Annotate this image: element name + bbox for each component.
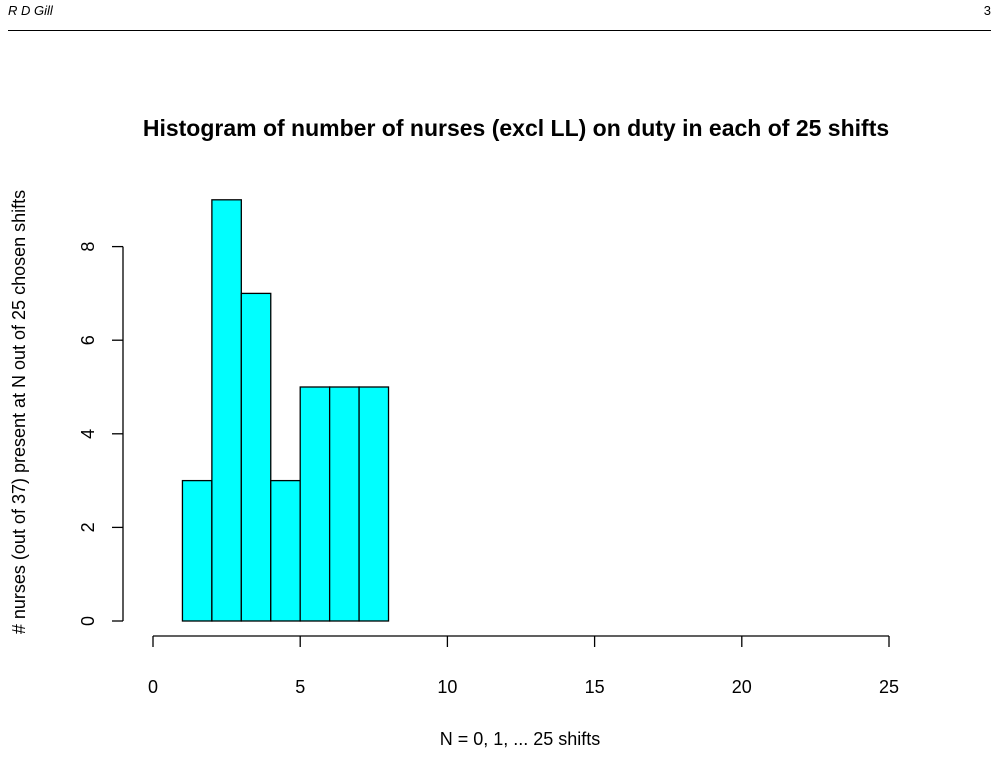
histogram-bar-7 bbox=[358, 386, 390, 622]
x-tick-label-15: 15 bbox=[585, 677, 605, 697]
header-author: R D Gill bbox=[8, 3, 53, 18]
y-axis: 0 2 4 6 8 bbox=[78, 242, 124, 626]
histogram-bars bbox=[181, 199, 390, 622]
x-tick-label-20: 20 bbox=[732, 677, 752, 697]
histogram-bar-4 bbox=[270, 479, 301, 622]
y-tick-label-0: 0 bbox=[78, 616, 98, 626]
y-axis-label: # nurses (out of 37) present at N out of… bbox=[9, 190, 29, 634]
x-axis: 0 5 10 15 20 25 bbox=[148, 635, 899, 697]
histogram-bar-3 bbox=[240, 292, 272, 622]
page-number: 3 bbox=[983, 3, 991, 18]
x-axis-label: N = 0, 1, ... 25 shifts bbox=[440, 729, 601, 749]
x-tick-label-10: 10 bbox=[437, 677, 457, 697]
x-tick-label-25: 25 bbox=[879, 677, 899, 697]
y-tick-label-4: 4 bbox=[78, 429, 98, 439]
y-tick-label-2: 2 bbox=[78, 522, 98, 532]
histogram-bar-2 bbox=[211, 199, 242, 622]
histogram-bar-6 bbox=[328, 386, 360, 622]
histogram-bar-1 bbox=[181, 479, 213, 622]
y-tick-label-6: 6 bbox=[78, 335, 98, 345]
y-tick-label-8: 8 bbox=[78, 242, 98, 252]
histogram-bar-5 bbox=[299, 386, 331, 622]
x-tick-label-5: 5 bbox=[295, 677, 305, 697]
page-header: R D Gill 3 bbox=[8, 0, 991, 31]
chart-title: Histogram of number of nurses (excl LL) … bbox=[143, 115, 889, 141]
x-tick-label-0: 0 bbox=[148, 677, 158, 697]
